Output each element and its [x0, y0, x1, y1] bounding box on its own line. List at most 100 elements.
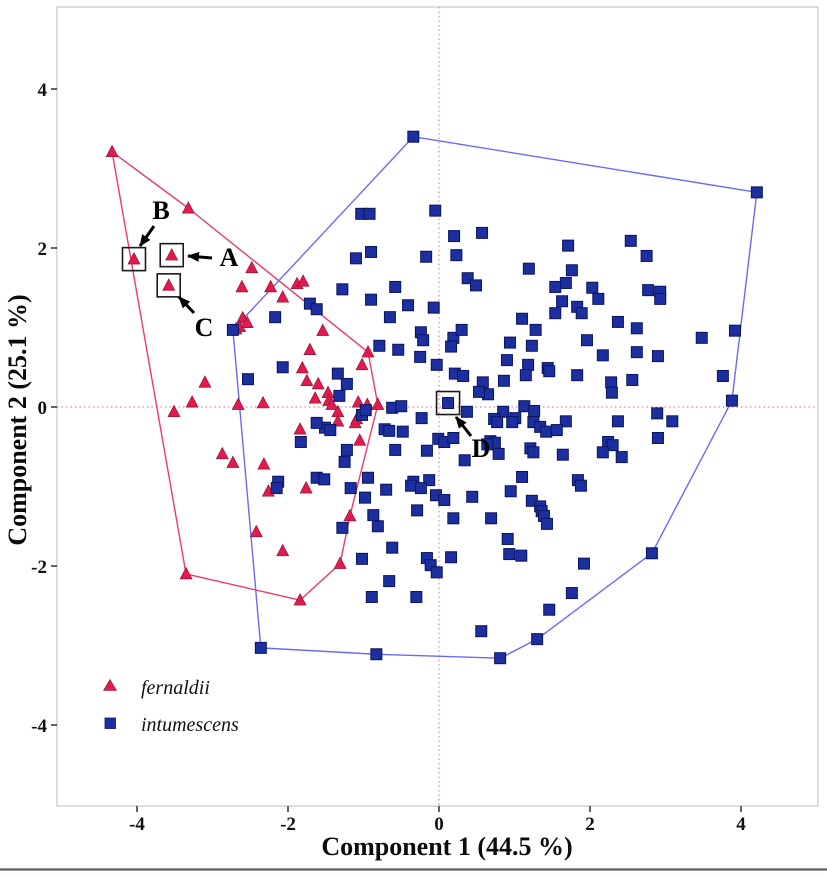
x-tick-label: 4	[736, 814, 746, 835]
intumescens-point	[365, 293, 378, 306]
intumescens-point	[336, 283, 349, 296]
intumescens-point	[580, 334, 593, 347]
intumescens-point	[371, 520, 384, 533]
intumescens-point	[651, 350, 664, 363]
intumescens-point	[359, 404, 372, 417]
fernaldii-point	[256, 395, 270, 409]
annotation-box-B	[121, 246, 147, 272]
fernaldii-point	[226, 455, 240, 468]
intumescens-point	[363, 207, 376, 220]
intumescens-point	[430, 566, 443, 579]
fernaldii-point	[303, 342, 317, 356]
intumescens-point	[427, 301, 440, 314]
intumescens-point	[324, 424, 337, 437]
intumescens-point	[269, 311, 282, 324]
intumescens-point	[458, 454, 471, 467]
fernaldii-point	[231, 397, 245, 410]
intumescens-point	[383, 424, 396, 437]
legend-intumescens-label: intumescens	[141, 714, 239, 736]
intumescens-point	[336, 521, 349, 534]
intumescens-point	[365, 591, 378, 604]
intumescens-point	[630, 346, 643, 359]
intumescens-point	[475, 625, 488, 638]
intumescens-point	[386, 541, 399, 554]
annotation-box-C	[156, 273, 182, 298]
intumescens-point	[491, 416, 504, 429]
intumescens-point	[270, 482, 283, 495]
intumescens-point	[294, 435, 307, 448]
intumescens-point	[651, 432, 664, 445]
intumescens-hull	[232, 135, 758, 659]
fernaldii-point	[295, 360, 309, 374]
intumescens-point	[226, 323, 239, 336]
intumescens-point	[516, 312, 529, 325]
intumescens-point	[473, 385, 486, 398]
intumescens-point	[340, 377, 353, 390]
fernaldii-point	[235, 279, 249, 293]
intumescens-point	[728, 324, 741, 337]
fernaldii-point	[311, 376, 325, 390]
intumescens-point	[592, 292, 605, 305]
fernaldii-point	[198, 375, 212, 388]
fernaldii-point	[215, 446, 229, 460]
intumescens-point	[543, 603, 556, 616]
data-points-layer	[105, 130, 763, 665]
intumescens-point	[402, 299, 415, 312]
intumescens-point	[642, 284, 655, 297]
intumescens-point	[380, 483, 393, 496]
intumescens-point	[410, 591, 423, 604]
intumescens-point	[640, 249, 653, 262]
intumescens-point	[651, 407, 664, 420]
intumescens-point	[571, 369, 584, 382]
intumescens-point	[447, 432, 460, 445]
annotation-box-D	[435, 390, 461, 416]
intumescens-point	[340, 443, 353, 456]
intumescens-point	[504, 485, 517, 498]
intumescens-point	[469, 279, 482, 292]
intumescens-point	[389, 443, 402, 456]
intumescens-point	[586, 281, 599, 294]
intumescens-point	[383, 311, 396, 324]
intumescens-point	[497, 405, 510, 418]
fernaldii-point	[181, 201, 195, 214]
intumescens-point	[420, 444, 433, 457]
intumescens-point	[596, 349, 609, 362]
intumescens-point	[254, 641, 267, 654]
intumescens-point	[574, 479, 587, 492]
legend-fernaldii-triangle-icon	[102, 678, 118, 691]
intumescens-point	[310, 303, 323, 316]
fernaldii-point	[296, 274, 310, 287]
intumescens-point	[442, 397, 455, 410]
intumescens-point	[476, 226, 489, 239]
intumescens-point	[349, 252, 362, 265]
intumescens-point	[630, 322, 643, 335]
fernaldii-point	[179, 566, 193, 580]
fernaldii-point	[264, 279, 278, 293]
intumescens-point	[420, 250, 433, 263]
intumescens-point	[611, 315, 624, 328]
intumescens-point	[528, 404, 541, 417]
fernaldii-point	[331, 414, 345, 427]
intumescens-point	[559, 276, 572, 289]
intumescens-point	[500, 354, 513, 367]
intumescens-point	[362, 471, 375, 484]
intumescens-point	[407, 130, 420, 143]
fernaldii-point	[316, 323, 330, 336]
fernaldii-point	[293, 422, 307, 435]
intumescens-point	[333, 389, 346, 402]
y-tick-label: -2	[31, 557, 47, 578]
fernaldii-point	[162, 278, 176, 291]
fernaldii-point	[299, 480, 313, 494]
intumescens-point	[615, 451, 628, 464]
annotation-box-A	[159, 242, 185, 268]
y-tick-label: -4	[31, 716, 47, 737]
intumescens-point	[466, 490, 479, 503]
y-tick-label: 0	[38, 398, 48, 419]
intumescens-point	[445, 340, 458, 353]
intumescens-point	[515, 549, 528, 562]
intumescens-point	[414, 482, 427, 495]
intumescens-point	[415, 412, 428, 425]
intumescens-point	[565, 264, 578, 277]
intumescens-point	[503, 548, 516, 561]
intumescens-point	[492, 447, 505, 460]
